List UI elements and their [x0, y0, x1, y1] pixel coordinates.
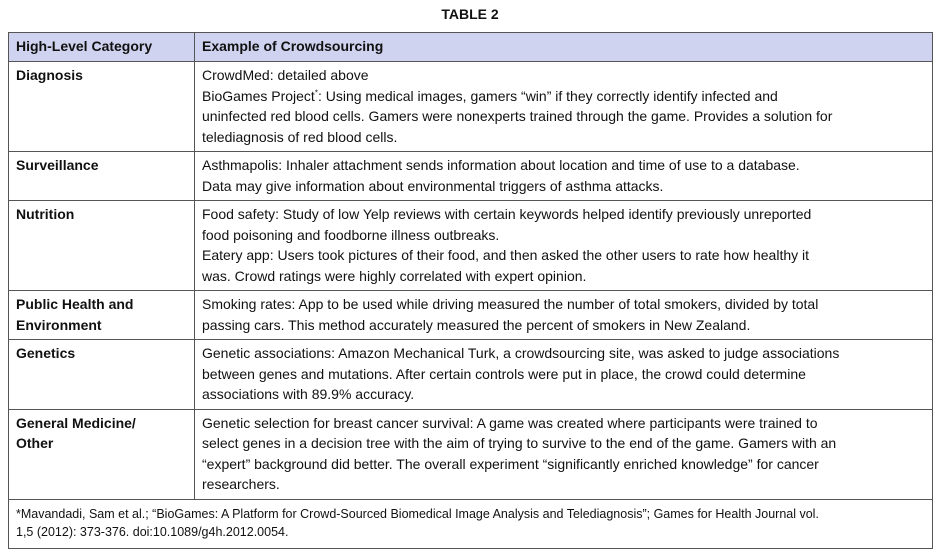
category-label: Genetics [16, 345, 76, 361]
example-line: Data may give information about environm… [202, 177, 664, 194]
table-row: Genetics Genetic associations: Amazon Mec… [8, 339, 933, 410]
table-row: Public Health and Environment Smoking rate… [8, 290, 933, 340]
category-cell: Diagnosis [8, 61, 195, 152]
category-label: Diagnosis [16, 67, 83, 83]
example-line: Genetic selection for breast cancer surv… [202, 414, 818, 431]
example-line: was. Crowd ratings were highly correlate… [202, 267, 587, 284]
table-row: Surveillance Asthmapolis: Inhaler attachm… [8, 151, 933, 201]
example-line: Eatery app: Users took pictures of their… [202, 247, 810, 263]
example-line: “expert” background did better. The over… [202, 455, 819, 472]
crowdsourcing-table: High-Level Category Example of Crowdsour… [8, 32, 933, 549]
example-cell: CrowdMed: detailed above BioGames Project… [194, 61, 933, 152]
category-label: General Medicine/ [16, 414, 136, 431]
example-line: Food safety: Study of low Yelp reviews w… [202, 206, 812, 222]
category-cell: General Medicine/Other [8, 408, 195, 500]
example-line: uninfected red blood cells. Gamers were … [202, 108, 833, 124]
example-cell: Genetic associations: Amazon Mechanical … [194, 339, 933, 410]
category-label: Other [16, 435, 54, 451]
table-row: Nutrition Food safety: Study of low Yelp… [8, 200, 933, 291]
example-line: associations with 89.9% accuracy. [202, 386, 415, 402]
footnote-marker: * [314, 87, 318, 97]
example-line: telediagnosis of red blood cells. [202, 128, 398, 145]
header-example: Example of Crowdsourcing [194, 32, 933, 62]
example-line: Smoking rates: App to be used while driv… [202, 296, 819, 312]
example-line: food poisoning and foodborne illness out… [202, 226, 500, 243]
example-line: researchers. [202, 476, 280, 492]
header-row: High-Level Category Example of Crowdsour… [8, 32, 933, 62]
table-row: General Medicine/Other Genetic selection … [8, 408, 933, 500]
category-cell: Nutrition [8, 200, 195, 291]
category-label: Environment [16, 316, 102, 333]
example-cell: Asthmapolis: Inhaler attachment sends in… [194, 151, 933, 201]
category-cell: Public Health and Environment [8, 290, 195, 340]
category-label: Surveillance [16, 157, 99, 173]
example-line: Genetic associations: Amazon Mechanical … [202, 345, 840, 361]
category-label: Nutrition [16, 206, 75, 222]
example-line: Asthmapolis: Inhaler attachment sends in… [202, 157, 800, 173]
example-line: CrowdMed: detailed above [202, 67, 369, 83]
footnote: *Mavandadi, Sam et al.; “BioGames: A Pla… [8, 498, 933, 549]
category-label: Public Health and [16, 296, 134, 312]
header-category: High-Level Category [8, 32, 195, 62]
example-line: passing cars. This method accurately mea… [202, 316, 751, 333]
example-line: BioGames Project*: Using medical images,… [202, 87, 778, 104]
example-cell: Genetic selection for breast cancer surv… [194, 408, 933, 500]
example-cell: Food safety: Study of low Yelp reviews w… [194, 200, 933, 291]
example-cell: Smoking rates: App to be used while driv… [194, 290, 933, 340]
example-line: select genes in a decision tree with the… [202, 435, 837, 451]
footnote-line: 1,5 (2012): 373-376. doi:10.1089/g4h.201… [16, 524, 289, 539]
table-row: Diagnosis CrowdMed: detailed above BioGame… [8, 61, 933, 152]
category-cell: Genetics [8, 339, 195, 410]
footnote-row: *Mavandadi, Sam et al.; “BioGames: A Pla… [8, 498, 933, 549]
example-line: between genes and mutations. After certa… [202, 365, 806, 382]
footnote-line: *Mavandadi, Sam et al.; “BioGames: A Pla… [16, 506, 819, 521]
table-title: TABLE 2 [441, 6, 499, 22]
category-cell: Surveillance [8, 151, 195, 201]
